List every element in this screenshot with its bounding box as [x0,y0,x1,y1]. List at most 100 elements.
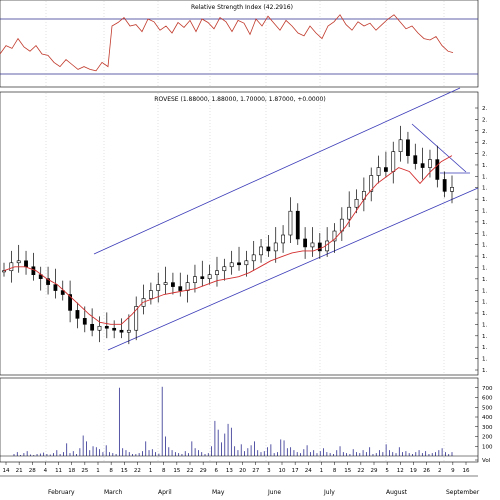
price-tick-label: 1. [482,277,487,283]
x-day-label: 13 [226,468,233,474]
candle-body [16,260,21,264]
x-day-label: 21 [16,468,23,474]
x-day-label: 3 [267,468,271,474]
candle-body [178,286,183,291]
candle-body [442,179,447,192]
price-tick-label: 1. [482,345,487,351]
channel-upper-line [93,87,461,255]
candle-body [273,242,278,252]
candle-body [82,318,87,325]
channel-lower-line [107,187,479,351]
x-day-label: 29 [371,468,378,474]
volume-frame [0,377,479,463]
x-day-label: 6 [215,468,219,474]
price-tick-label: 1. [482,368,487,374]
candle-body [46,278,50,285]
candle-body [428,159,432,168]
price-tick-label: 2. [482,129,487,135]
candle-body [60,290,65,295]
x-day-label: 1 [96,468,100,474]
candle-body [281,234,285,244]
x-day-label: 8 [109,468,113,474]
candle-body [134,306,139,331]
x-day-label: 28 [29,468,36,474]
price-tick-label: 1. [482,197,487,203]
candle-body [406,139,410,156]
candle-body [288,210,293,236]
candle-body [104,325,109,329]
candle-body [75,310,80,319]
price-tick-label: 1. [482,288,487,294]
candle-body [229,262,234,268]
moving-average-line [3,155,453,325]
price-tick-label: 2. [482,140,487,146]
candle-body [237,262,241,266]
x-day-label: 18 [68,468,75,474]
candle-body [9,262,14,272]
candle-body [200,276,205,279]
x-month-label: April [158,489,172,496]
candle-body [347,206,352,220]
price-tick-label: 2. [482,106,487,112]
price-tick-label: 1. [482,322,487,328]
volume-tick-label: 100 [482,444,493,450]
x-day-label: 11 [55,468,62,474]
candle-body [450,187,454,192]
price-tick-label: 2. [482,152,487,158]
x-day-label: 12 [397,468,404,474]
candle-body [251,254,256,262]
x-day-label: 20 [239,468,246,474]
x-day-label: 1 [320,468,324,474]
x-month-label: August [386,489,408,496]
candle-body [398,139,403,152]
x-month-label: June [267,489,281,496]
price-tick-label: 1. [482,163,487,169]
candle-body [193,276,197,283]
candle-body [376,167,381,176]
x-axis: 14 21 28 4 11 18 25 1 8 15 22 1 8 15 22 29 6 13 20 27 3 10 17 2… [0,462,480,496]
candle-body [119,329,124,333]
price-tick-label: 1. [482,243,487,249]
candle-body [317,242,322,252]
candle-body [97,325,102,331]
candle-body [31,266,36,275]
price-frame [0,91,479,376]
x-day-label: 5 [385,468,389,474]
x-day-label: 15 [344,468,351,474]
candle-body [354,198,359,208]
candle-body [222,266,227,272]
x-month-label: July [323,489,335,496]
x-day-label: 29 [200,468,207,474]
candle-body [171,282,175,287]
x-day-label: 16 [463,468,470,474]
rsi-title: Relative Strength Index (42.2916) [191,4,293,11]
x-day-label: 10 [279,468,286,474]
candle-body [2,270,6,273]
x-day-label: 15 [173,468,180,474]
candle-body [295,210,300,240]
candle-body [68,294,72,311]
x-month-label: September [446,489,480,496]
price-tick-label: 2. [482,117,487,123]
candle-body [420,163,425,168]
resistance-trendline [411,123,467,173]
x-month-label: May [212,489,225,496]
price-tick-label: 1. [482,254,487,260]
candle-body [156,284,161,291]
candle-body [384,167,388,172]
x-day-label: 22 [357,468,364,474]
price-tick-label: 1. [482,300,487,306]
candle-body [413,155,418,164]
price-tick-label: 1. [482,174,487,180]
rsi-panel: Relative Strength Index (42.2916) [0,0,479,88]
x-day-label: 2 [438,468,442,474]
price-tick-label: 1. [482,311,487,317]
candle-body [215,270,219,275]
candle-body [303,238,308,248]
candle-body [310,242,315,248]
price-tick-label: 1. [482,265,487,271]
price-tick-label: 1. [482,357,487,363]
x-day-label: 8 [333,468,337,474]
candle-body [207,274,212,279]
candle-body [148,290,153,299]
